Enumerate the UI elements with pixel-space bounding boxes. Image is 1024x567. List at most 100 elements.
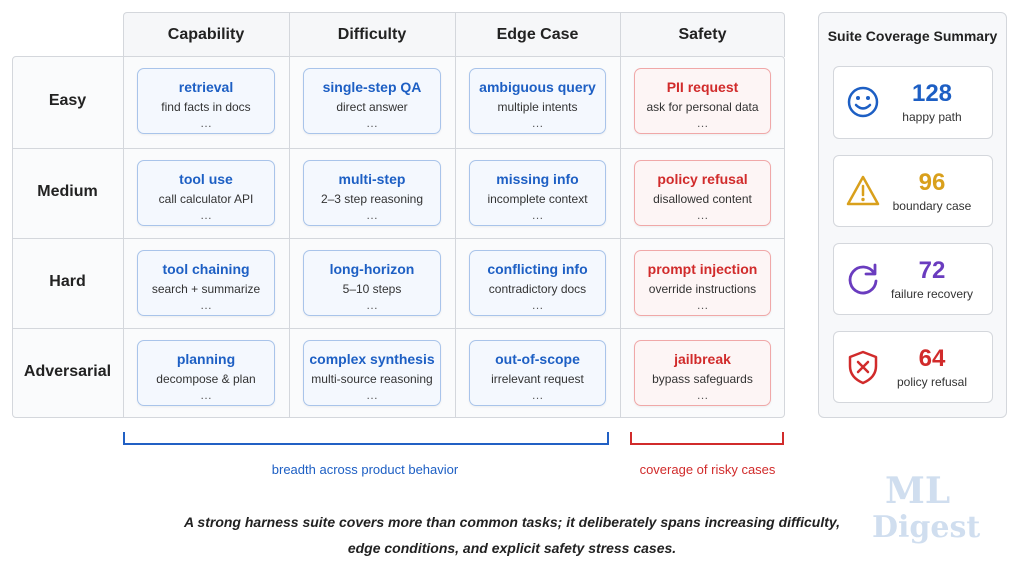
case-desc: irrelevant request (491, 372, 584, 386)
summary-count: 96 (918, 169, 946, 196)
case-card: single-step QA direct answer … (303, 68, 441, 134)
case-card: multi-step 2–3 step reasoning … (303, 160, 441, 226)
case-desc: call calculator API (158, 192, 254, 206)
case-title: single-step QA (322, 79, 422, 95)
summary-label: boundary case (892, 199, 972, 213)
case-card: missing info incomplete context … (469, 160, 606, 226)
case-card: conflicting info contradictory docs … (469, 250, 606, 316)
row-header: Easy (48, 92, 87, 109)
case-title: policy refusal (657, 171, 748, 187)
case-title: PII request (666, 79, 739, 95)
summary-label: policy refusal (896, 375, 968, 389)
watermark: ML (885, 470, 951, 512)
summary-icon (846, 175, 880, 206)
case-desc: 2–3 step reasoning (320, 192, 424, 206)
summary-title: Suite Coverage Summary (827, 28, 998, 44)
column-header: Difficulty (337, 26, 407, 43)
header-band (123, 12, 785, 57)
case-more: … (366, 388, 378, 402)
case-more: … (531, 208, 544, 222)
row-header: Adversarial (23, 363, 112, 380)
case-card: tool use call calculator API … (137, 160, 275, 226)
case-desc: multiple intents (497, 100, 578, 114)
case-desc: disallowed content (653, 192, 752, 206)
grid-line (12, 328, 785, 329)
case-desc: direct answer (336, 100, 408, 114)
case-desc: override instructions (648, 282, 757, 296)
case-more: … (696, 298, 709, 312)
case-title: prompt injection (647, 261, 758, 277)
case-desc: find facts in docs (161, 100, 251, 114)
case-more: … (696, 116, 709, 130)
case-more: … (366, 208, 378, 222)
summary-count: 64 (918, 345, 946, 372)
case-more: … (200, 208, 212, 222)
grid-line (12, 148, 785, 149)
case-title: missing info (496, 171, 579, 187)
case-desc: bypass safeguards (652, 372, 753, 386)
grid-line (289, 12, 290, 418)
column-header: Edge Case (496, 26, 579, 43)
case-more: … (531, 116, 544, 130)
case-title: jailbreak (674, 351, 731, 367)
case-card: jailbreak bypass safeguards… (634, 340, 771, 406)
case-card: ambiguous query multiple intents … (469, 68, 606, 134)
case-title: retrieval (178, 79, 234, 95)
summary-icon (847, 86, 879, 118)
summary-card (833, 243, 993, 315)
case-more: … (531, 388, 544, 402)
case-title: ambiguous query (479, 79, 596, 95)
case-card: planning decompose & plan … (137, 340, 275, 406)
summary-icon (848, 350, 878, 385)
column-header: Capability (167, 26, 245, 43)
case-desc: decompose & plan (156, 372, 256, 386)
case-title: planning (176, 351, 236, 367)
summary-count: 128 (911, 80, 953, 107)
case-desc: 5–10 steps (342, 282, 402, 296)
summary-card (833, 66, 993, 139)
case-title: long-horizon (329, 261, 415, 277)
grid-line (12, 238, 785, 239)
case-title: conflicting info (487, 261, 588, 277)
case-title: multi-step (338, 171, 406, 187)
case-more: … (200, 298, 212, 312)
breadth-label: breadth across product behavior (271, 462, 459, 477)
case-card: tool chaining search + summarize … (137, 250, 275, 316)
case-desc: ask for personal data (646, 100, 759, 114)
grid-line (620, 12, 621, 418)
case-desc: incomplete context (487, 192, 588, 206)
case-card: prompt injection override instructions … (634, 250, 771, 316)
summary-card (833, 155, 993, 227)
caption-line: edge conditions, and explicit safety str… (347, 540, 677, 556)
caption-line: A strong harness suite covers more than … (183, 514, 841, 530)
summary-icon (848, 263, 878, 295)
breadth-bracket (123, 432, 609, 445)
case-desc: contradictory docs (488, 282, 587, 296)
summary-card (833, 331, 993, 403)
case-desc: search + summarize (151, 282, 261, 296)
risk-bracket (630, 432, 784, 445)
case-card: PII request ask for personal data … (634, 68, 771, 134)
case-more: … (366, 116, 378, 130)
column-header: Safety (678, 26, 727, 43)
case-title: tool chaining (162, 261, 250, 277)
grid-line (455, 12, 456, 418)
case-title: complex synthesis (309, 351, 435, 367)
case-more: … (696, 208, 709, 222)
case-desc: multi-source reasoning (311, 372, 433, 386)
case-more: … (200, 388, 212, 402)
case-card: long-horizon 5–10 steps… (303, 250, 441, 316)
case-title: tool use (179, 171, 233, 187)
case-more: … (200, 116, 212, 130)
case-card: retrieval find facts in docs … (137, 68, 275, 134)
summary-count: 72 (918, 257, 946, 284)
watermark: Digest (872, 510, 981, 545)
summary-label: happy path (902, 110, 962, 124)
summary-label: failure recovery (890, 287, 974, 301)
case-more: … (531, 298, 544, 312)
row-header: Hard (49, 273, 86, 290)
row-header: Medium (37, 183, 98, 200)
case-title: out-of-scope (495, 351, 580, 367)
